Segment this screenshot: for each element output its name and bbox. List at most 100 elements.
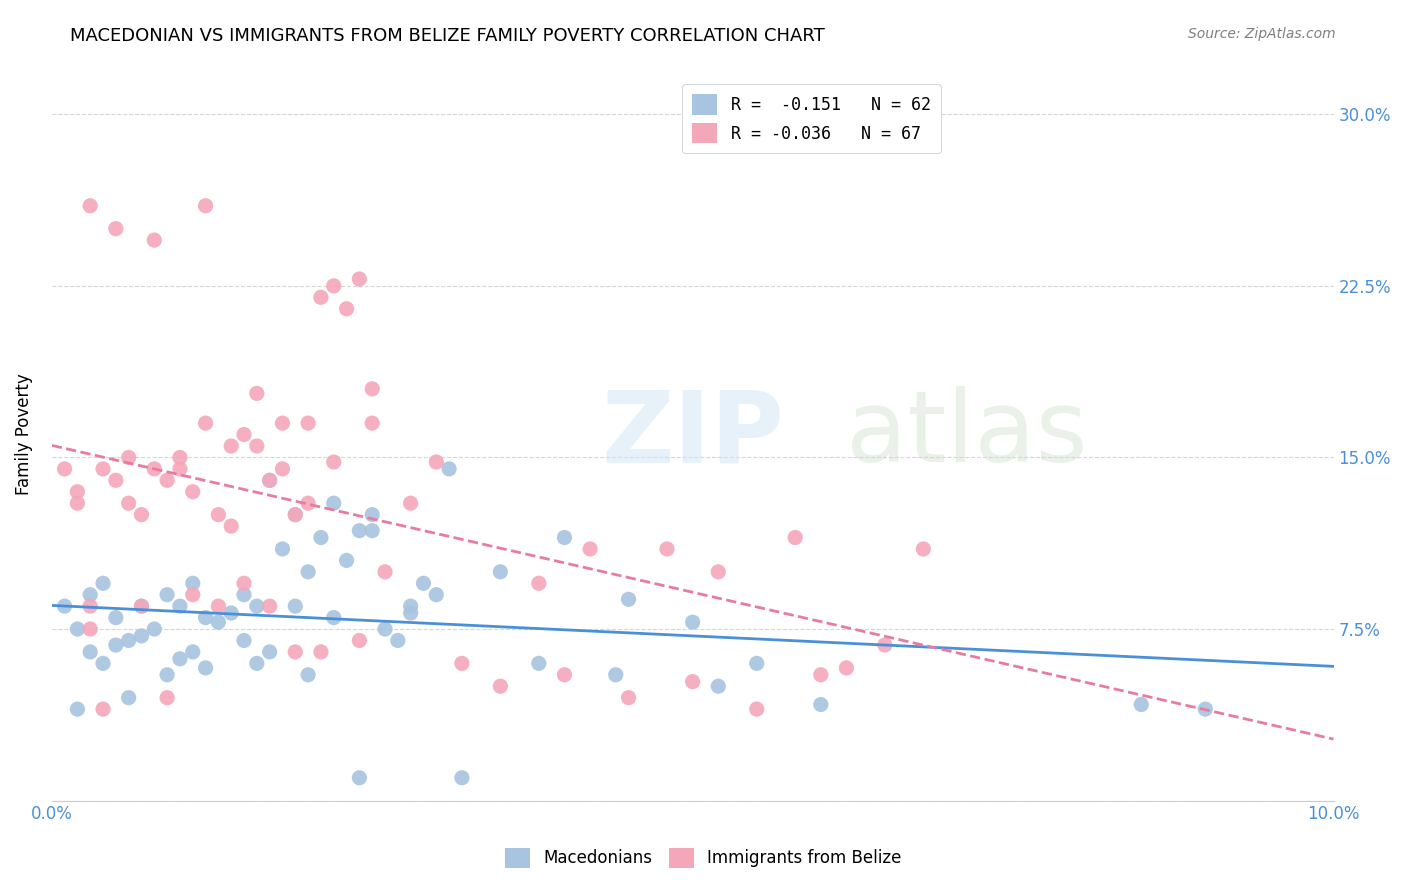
Point (104, 221, 127, 235)
Point (349, 272, 371, 286)
Point (91, 576, 114, 591)
Point (207, 615, 229, 629)
Point (79, 588, 101, 602)
Point (271, 462, 294, 476)
Point (605, 667, 627, 681)
Point (284, 645, 307, 659)
Point (104, 638, 127, 652)
Point (489, 679, 512, 693)
Point (617, 690, 640, 705)
Point (810, 698, 832, 712)
Point (284, 508, 307, 522)
Point (425, 588, 447, 602)
Point (194, 610, 217, 624)
Point (53, 462, 76, 476)
Point (246, 439, 269, 453)
Point (579, 541, 602, 556)
Point (745, 702, 768, 716)
Point (322, 610, 344, 624)
Point (66, 496, 89, 510)
Point (271, 541, 294, 556)
Point (527, 576, 550, 591)
Point (309, 290, 332, 304)
Point (1130, 698, 1153, 712)
Point (335, 301, 357, 316)
Point (374, 565, 396, 579)
Point (169, 599, 191, 614)
Point (53, 599, 76, 614)
Point (707, 565, 730, 579)
Point (810, 667, 832, 681)
Point (104, 473, 127, 487)
Point (912, 541, 935, 556)
Point (349, 771, 371, 785)
Point (219, 519, 242, 533)
Point (284, 508, 307, 522)
Point (322, 455, 344, 469)
Point (489, 565, 512, 579)
Point (271, 416, 294, 430)
Text: ZIP: ZIP (602, 386, 785, 483)
Point (297, 496, 319, 510)
Point (143, 233, 166, 247)
Point (194, 199, 217, 213)
Text: atlas: atlas (846, 386, 1088, 483)
Point (745, 657, 768, 671)
Point (118, 690, 141, 705)
Point (399, 496, 422, 510)
Point (233, 588, 256, 602)
Point (91, 462, 114, 476)
Point (246, 657, 269, 671)
Point (361, 508, 384, 522)
Point (873, 638, 896, 652)
Point (297, 667, 319, 681)
Point (553, 667, 575, 681)
Point (91, 702, 114, 716)
Point (156, 690, 179, 705)
Point (259, 473, 281, 487)
Point (233, 576, 256, 591)
Point (233, 427, 256, 442)
Point (181, 484, 204, 499)
Point (118, 633, 141, 648)
Point (655, 541, 678, 556)
Point (66, 484, 89, 499)
Point (79, 645, 101, 659)
Point (181, 576, 204, 591)
Point (156, 473, 179, 487)
Y-axis label: Family Poverty: Family Poverty (15, 374, 32, 495)
Point (553, 531, 575, 545)
Point (169, 462, 191, 476)
Point (785, 531, 807, 545)
Point (259, 599, 281, 614)
Point (79, 599, 101, 614)
Point (181, 588, 204, 602)
Point (156, 588, 179, 602)
Point (1194, 702, 1216, 716)
Point (169, 652, 191, 666)
Point (233, 633, 256, 648)
Point (194, 416, 217, 430)
Point (194, 661, 217, 675)
Point (682, 615, 704, 629)
Point (104, 610, 127, 624)
Point (284, 599, 307, 614)
Text: MACEDONIAN VS IMMIGRANTS FROM BELIZE FAMILY POVERTY CORRELATION CHART: MACEDONIAN VS IMMIGRANTS FROM BELIZE FAM… (70, 27, 825, 45)
Point (118, 496, 141, 510)
Point (361, 524, 384, 538)
Point (181, 645, 204, 659)
Point (617, 592, 640, 607)
Point (143, 462, 166, 476)
Legend: R =  -0.151   N = 62, R = -0.036   N = 67: R = -0.151 N = 62, R = -0.036 N = 67 (682, 84, 941, 153)
Point (259, 473, 281, 487)
Legend: Macedonians, Immigrants from Belize: Macedonians, Immigrants from Belize (498, 841, 908, 875)
Point (219, 439, 242, 453)
Point (66, 622, 89, 636)
Point (207, 508, 229, 522)
Point (322, 496, 344, 510)
Point (131, 599, 153, 614)
Point (335, 553, 357, 567)
Point (297, 565, 319, 579)
Point (527, 657, 550, 671)
Point (387, 633, 409, 648)
